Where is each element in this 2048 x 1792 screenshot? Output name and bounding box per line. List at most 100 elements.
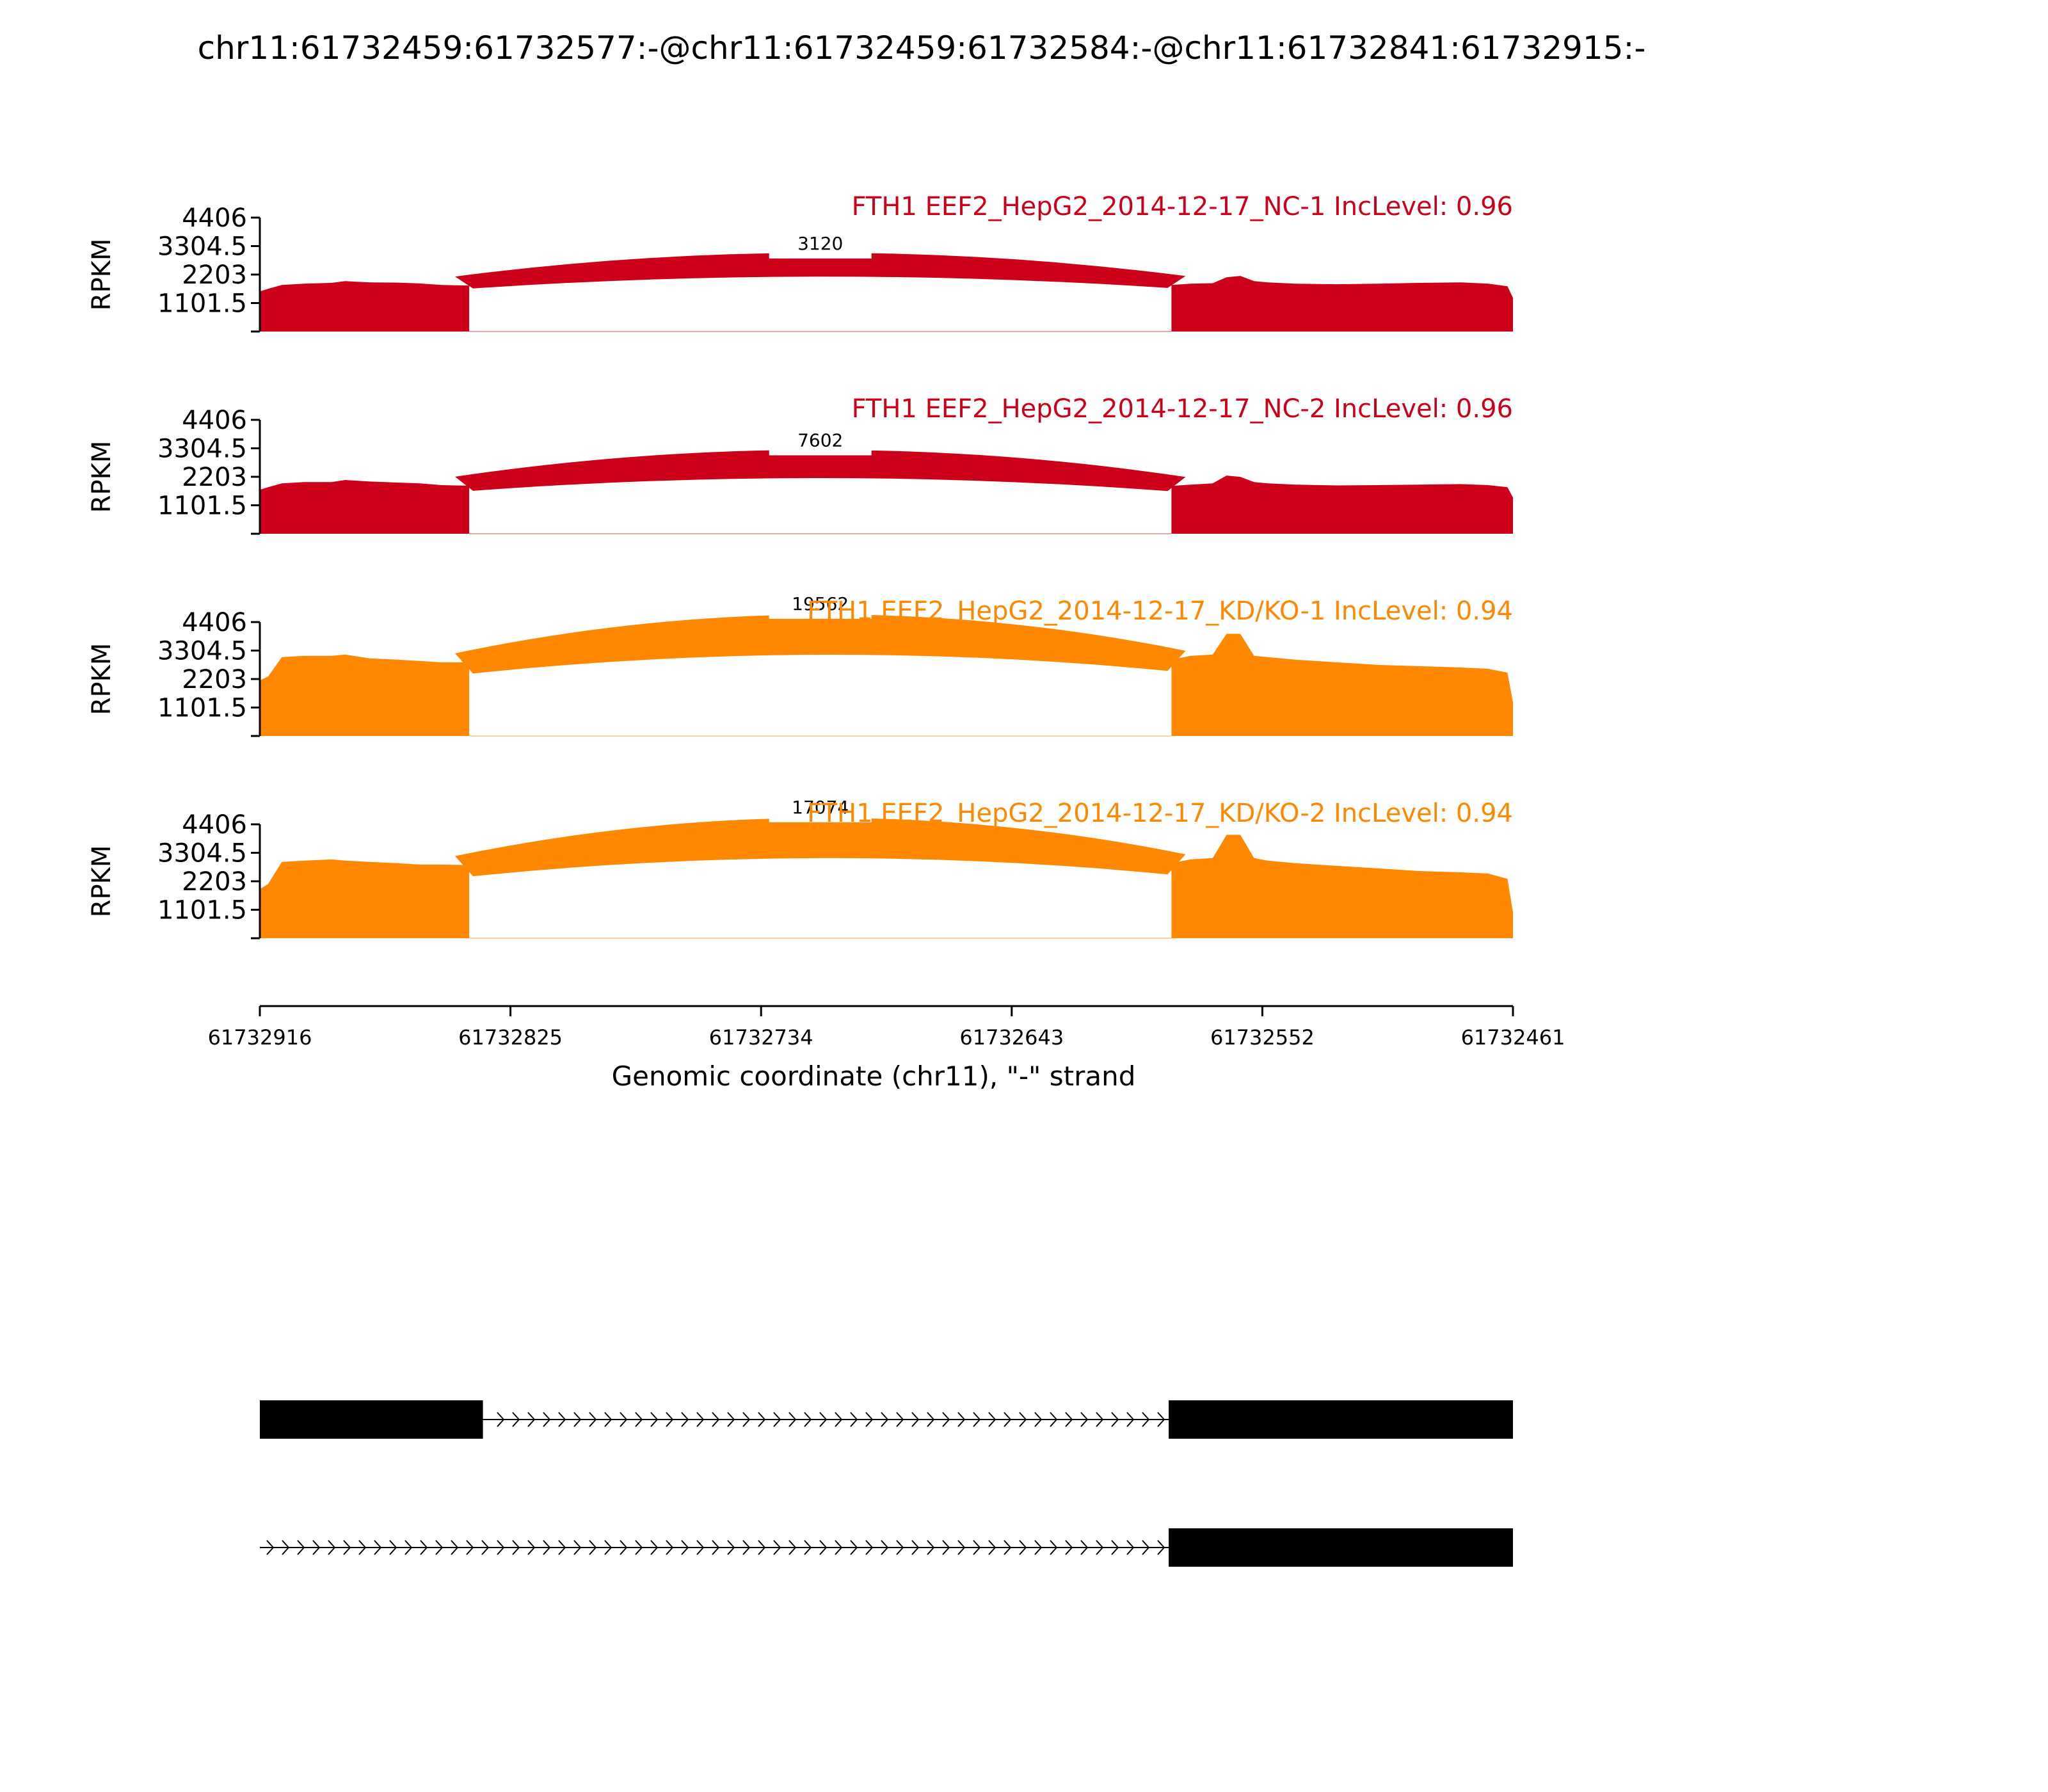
strand-chevron [942, 1540, 950, 1555]
junction-count: 17074 [792, 797, 849, 818]
junction-count-box [769, 228, 872, 259]
strand-chevron [758, 1540, 766, 1555]
strand-chevron [497, 1412, 505, 1427]
strand-chevron [696, 1412, 705, 1427]
strand-chevron [988, 1412, 996, 1427]
strand-chevron [681, 1412, 689, 1427]
strand-chevron [742, 1540, 751, 1555]
strand-chevron [435, 1540, 444, 1555]
strand-chevron [573, 1412, 582, 1427]
strand-chevron [543, 1412, 551, 1427]
track-label: FTH1 EEF2_HepG2_2014-12-17_KD/KO-2 IncLe… [807, 799, 1513, 828]
strand-chevron [804, 1540, 812, 1555]
strand-chevron [835, 1412, 843, 1427]
strand-chevron [896, 1540, 904, 1555]
strand-chevron [681, 1540, 689, 1555]
y-tick-label: 4406 [182, 204, 247, 233]
strand-chevron [1142, 1540, 1150, 1555]
strand-chevron [297, 1540, 305, 1555]
isoform-2 [260, 1528, 1513, 1567]
coverage-exon-right [1171, 835, 1513, 938]
coverage-exon-left [260, 281, 470, 332]
track-1: 3120 FTH1 EEF2_HepG2_2014-12-17_NC-1 IncL… [87, 192, 1513, 333]
strand-chevron [343, 1540, 351, 1555]
strand-chevron [1096, 1412, 1104, 1427]
strand-chevron [712, 1412, 720, 1427]
strand-chevron [850, 1412, 858, 1427]
exon-block [1169, 1528, 1513, 1567]
strand-chevron [727, 1412, 735, 1427]
junction-count-box [769, 426, 872, 456]
strand-chevron [957, 1412, 966, 1427]
strand-chevron [282, 1540, 290, 1555]
y-axis-label: RPKM [87, 441, 116, 513]
strand-chevron [512, 1412, 520, 1427]
strand-chevron [358, 1540, 367, 1555]
coverage-exon-left [260, 480, 470, 534]
strand-chevron [389, 1540, 397, 1555]
coverage-exon-left [260, 859, 470, 938]
strand-chevron [819, 1412, 828, 1427]
strand-chevron [543, 1540, 551, 1555]
strand-chevron [1096, 1540, 1104, 1555]
strand-chevron [973, 1540, 981, 1555]
y-tick-label: 2203 [182, 867, 247, 897]
strand-chevron [666, 1412, 674, 1427]
coverage-exon-left [260, 654, 470, 736]
junction-count-box [769, 792, 872, 822]
strand-chevron [1004, 1540, 1012, 1555]
isoform-models [260, 1400, 1513, 1567]
coverage-exon-right [1171, 276, 1513, 332]
track-label: FTH1 EEF2_HepG2_2014-12-17_NC-2 IncLevel… [852, 394, 1513, 424]
strand-chevron [604, 1412, 612, 1427]
page-title: chr11:61732459:61732577:-@chr11:61732459… [198, 29, 1646, 67]
strand-chevron [973, 1412, 981, 1427]
y-axis-label: RPKM [87, 845, 116, 918]
strand-chevron [1111, 1412, 1119, 1427]
strand-chevron [881, 1540, 889, 1555]
strand-chevron [1126, 1540, 1135, 1555]
coverage-exon-right [1171, 476, 1513, 534]
junction-count-box [769, 589, 872, 619]
strand-chevron [1004, 1412, 1012, 1427]
y-tick-label: 4406 [182, 810, 247, 840]
strand-chevron [589, 1540, 597, 1555]
y-tick-label: 3304.5 [157, 637, 247, 666]
strand-chevron [558, 1540, 566, 1555]
strand-chevron [942, 1412, 950, 1427]
y-tick-label: 3304.5 [157, 232, 247, 262]
track-label: FTH1 EEF2_HepG2_2014-12-17_NC-1 IncLevel… [852, 192, 1513, 221]
strand-chevron [1034, 1540, 1043, 1555]
strand-chevron [1157, 1412, 1165, 1427]
track-2: 7602 FTH1 EEF2_HepG2_2014-12-17_NC-2 IncL… [87, 394, 1513, 535]
junction-count: 19562 [792, 593, 849, 614]
strand-chevron [650, 1540, 659, 1555]
strand-chevron [850, 1540, 858, 1555]
x-tick-label: 61732552 [1210, 1025, 1315, 1050]
junction-arc [455, 817, 1186, 877]
strand-chevron [1111, 1540, 1119, 1555]
y-tick-label: 2203 [182, 665, 247, 694]
junction-arc [455, 449, 1186, 492]
y-tick-label: 1101.5 [157, 694, 247, 723]
strand-chevron [911, 1412, 920, 1427]
track-label: FTH1 EEF2_HepG2_2014-12-17_KD/KO-1 IncLe… [807, 596, 1513, 626]
strand-chevron [1080, 1412, 1089, 1427]
x-axis-label: Genomic coordinate (chr11), "-" strand [612, 1060, 1136, 1092]
strand-chevron [988, 1540, 996, 1555]
strand-chevron [804, 1412, 812, 1427]
strand-chevron [896, 1412, 904, 1427]
y-tick-label: 3304.5 [157, 435, 247, 464]
y-tick-label: 1101.5 [157, 289, 247, 319]
y-tick-label: 2203 [182, 463, 247, 492]
x-tick-label: 61732643 [959, 1025, 1064, 1050]
strand-chevron [1065, 1412, 1073, 1427]
y-axis-label: RPKM [87, 239, 116, 311]
strand-chevron [604, 1540, 612, 1555]
strand-chevron [1126, 1412, 1135, 1427]
x-tick-label: 61732916 [208, 1025, 312, 1050]
strand-chevron [466, 1540, 474, 1555]
